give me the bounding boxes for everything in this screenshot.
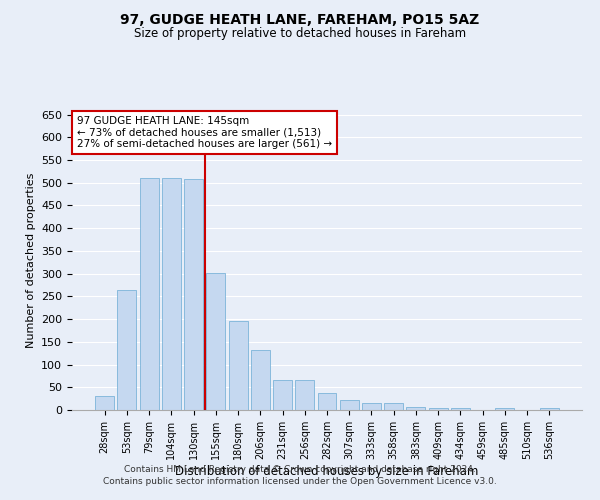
Text: 97 GUDGE HEATH LANE: 145sqm
← 73% of detached houses are smaller (1,513)
27% of : 97 GUDGE HEATH LANE: 145sqm ← 73% of det… — [77, 116, 332, 149]
Bar — [229, 321, 248, 410]
Bar — [295, 380, 314, 410]
Bar — [251, 350, 270, 410]
Bar — [540, 408, 559, 410]
Bar — [406, 407, 425, 410]
Bar — [429, 408, 448, 410]
Bar — [384, 403, 403, 410]
Bar — [95, 396, 114, 410]
Bar — [496, 408, 514, 410]
Bar — [118, 290, 136, 410]
Bar — [340, 400, 359, 410]
X-axis label: Distribution of detached houses by size in Fareham: Distribution of detached houses by size … — [175, 464, 479, 477]
Bar — [451, 408, 470, 410]
Text: Contains HM Land Registry data © Crown copyright and database right 2024.: Contains HM Land Registry data © Crown c… — [124, 466, 476, 474]
Y-axis label: Number of detached properties: Number of detached properties — [26, 172, 35, 348]
Text: Size of property relative to detached houses in Fareham: Size of property relative to detached ho… — [134, 28, 466, 40]
Bar — [162, 178, 181, 410]
Bar — [362, 403, 381, 410]
Bar — [140, 178, 158, 410]
Bar — [317, 393, 337, 410]
Text: Contains public sector information licensed under the Open Government Licence v3: Contains public sector information licen… — [103, 477, 497, 486]
Bar — [206, 273, 225, 410]
Bar — [273, 380, 292, 410]
Bar — [184, 179, 203, 410]
Text: 97, GUDGE HEATH LANE, FAREHAM, PO15 5AZ: 97, GUDGE HEATH LANE, FAREHAM, PO15 5AZ — [121, 12, 479, 26]
